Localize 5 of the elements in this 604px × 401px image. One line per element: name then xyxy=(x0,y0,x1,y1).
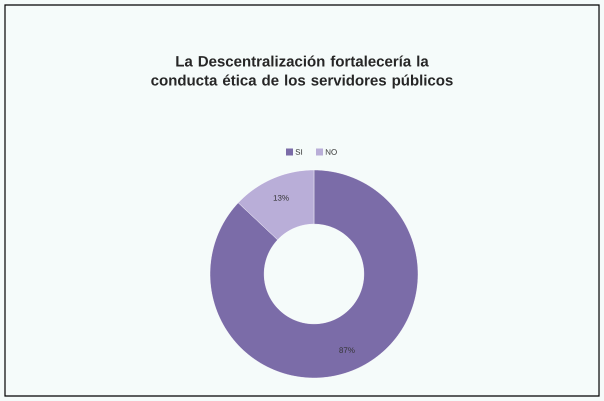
data-label: 87% xyxy=(339,347,355,353)
legend-label: SI xyxy=(296,149,302,155)
chart-title: La Descentralización fortalecería la conducta ética de los servidores públicos xyxy=(151,55,453,89)
data-label: 13% xyxy=(274,195,289,201)
legend-label: NO xyxy=(326,149,337,155)
